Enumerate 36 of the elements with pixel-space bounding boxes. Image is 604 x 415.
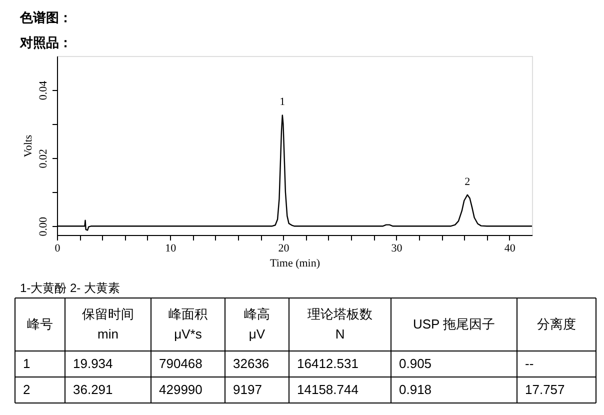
- y-axis-title: Volts: [22, 134, 34, 158]
- annotation: 1: [280, 96, 286, 108]
- x-tick-label: 40: [504, 242, 516, 254]
- chart-title: 色谱图：: [19, 10, 72, 25]
- annotation: 2: [464, 176, 470, 188]
- y-tick-label: 0.04: [38, 80, 50, 100]
- text: 19.934: [73, 356, 113, 371]
- text: 分离度: [537, 316, 576, 332]
- text: 790468: [159, 356, 202, 371]
- text: 峰号: [27, 316, 53, 332]
- text: 峰面积 μV*s: [168, 306, 208, 342]
- text: 16412.531: [297, 356, 358, 371]
- text: 1-大黄酚 2- 大黄素: [20, 281, 120, 295]
- text: 36.291: [73, 382, 113, 397]
- x-tick-label: 10: [165, 242, 177, 254]
- text: USP 拖尾因子: [412, 316, 496, 332]
- chart-subtitle: 对照品：: [19, 35, 72, 50]
- text: 2: [23, 382, 30, 397]
- text: 峰高 μV: [244, 306, 270, 342]
- text: 429990: [159, 382, 202, 397]
- text: 理论塔板数 N: [308, 306, 372, 342]
- text: 17.757: [525, 382, 565, 397]
- y-tick-label: 0.00: [38, 216, 50, 236]
- text: 0.918: [399, 382, 432, 397]
- x-tick-label: 30: [391, 242, 403, 254]
- text: 32636: [233, 356, 270, 371]
- text: 保留时间 min: [82, 306, 134, 342]
- text: 1: [23, 356, 30, 371]
- text: --: [525, 356, 534, 371]
- x-axis-title: Time (min): [270, 258, 320, 270]
- text: 14158.744: [297, 382, 358, 397]
- text: 9197: [233, 382, 262, 397]
- x-tick-label: 20: [278, 242, 290, 254]
- y-tick-label: 0.02: [38, 148, 50, 168]
- text: 0.905: [399, 356, 432, 371]
- x-tick-label: 0: [54, 242, 61, 254]
